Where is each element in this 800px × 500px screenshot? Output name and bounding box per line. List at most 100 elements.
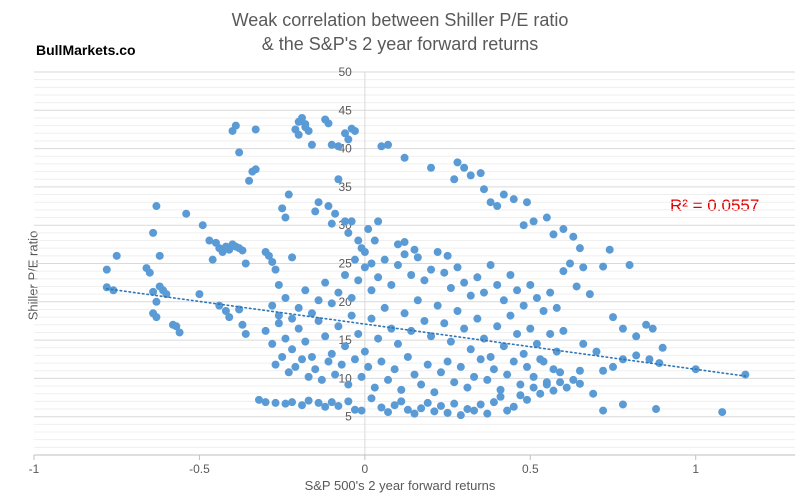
data-point bbox=[182, 209, 191, 218]
data-point bbox=[377, 357, 386, 366]
data-point bbox=[281, 334, 290, 343]
data-point bbox=[410, 409, 419, 418]
data-point bbox=[519, 221, 528, 230]
x-tick-label: 0 bbox=[362, 462, 369, 476]
data-point bbox=[205, 236, 214, 245]
data-point bbox=[380, 303, 389, 312]
data-point bbox=[364, 362, 373, 371]
data-point bbox=[301, 337, 310, 346]
data-point bbox=[321, 332, 330, 341]
data-point bbox=[529, 217, 538, 226]
data-point bbox=[261, 398, 270, 407]
data-point bbox=[294, 130, 303, 139]
data-point bbox=[198, 221, 207, 230]
data-point bbox=[377, 142, 386, 151]
data-point bbox=[370, 236, 379, 245]
data-point bbox=[625, 261, 634, 270]
data-point bbox=[288, 253, 297, 262]
data-point bbox=[208, 255, 217, 264]
data-point bbox=[450, 399, 459, 408]
data-point bbox=[215, 301, 224, 310]
data-point bbox=[403, 352, 412, 361]
data-point bbox=[357, 406, 366, 415]
data-point bbox=[479, 288, 488, 297]
data-point bbox=[327, 140, 336, 149]
data-point bbox=[456, 362, 465, 371]
data-point bbox=[314, 316, 323, 325]
data-point bbox=[486, 198, 495, 207]
data-point bbox=[357, 372, 366, 381]
data-point bbox=[427, 163, 436, 172]
data-point bbox=[354, 329, 363, 338]
data-point bbox=[559, 326, 568, 335]
data-point bbox=[334, 401, 343, 410]
data-point bbox=[341, 342, 350, 351]
data-point bbox=[387, 324, 396, 333]
data-point bbox=[155, 251, 164, 260]
data-point bbox=[456, 411, 465, 420]
data-point bbox=[387, 280, 396, 289]
data-point bbox=[221, 306, 230, 315]
data-point bbox=[522, 395, 531, 404]
data-point bbox=[350, 126, 359, 135]
data-point bbox=[294, 303, 303, 312]
data-point bbox=[473, 314, 482, 323]
data-point bbox=[599, 366, 608, 375]
data-point bbox=[327, 349, 336, 358]
data-point bbox=[546, 288, 555, 297]
data-point bbox=[334, 322, 343, 331]
data-point bbox=[453, 306, 462, 315]
data-point bbox=[400, 238, 409, 247]
data-point bbox=[288, 398, 297, 407]
data-point bbox=[499, 296, 508, 305]
data-point bbox=[658, 343, 667, 352]
data-point bbox=[519, 301, 528, 310]
data-point bbox=[575, 244, 584, 253]
data-point bbox=[314, 198, 323, 207]
data-point bbox=[360, 347, 369, 356]
data-point bbox=[453, 158, 462, 167]
data-point bbox=[562, 383, 571, 392]
data-point bbox=[327, 219, 336, 228]
data-point bbox=[400, 153, 409, 162]
data-point bbox=[271, 360, 280, 369]
data-point bbox=[344, 397, 353, 406]
data-point bbox=[235, 148, 244, 157]
data-point bbox=[532, 293, 541, 302]
data-point bbox=[509, 357, 518, 366]
data-point bbox=[238, 320, 247, 329]
data-point bbox=[509, 402, 518, 411]
data-point bbox=[390, 365, 399, 374]
data-point bbox=[503, 370, 512, 379]
data-point bbox=[556, 368, 565, 377]
data-point bbox=[513, 286, 522, 295]
data-point bbox=[145, 268, 154, 277]
chart-title-line-2: & the S&P's 2 year forward returns bbox=[261, 34, 539, 54]
data-point bbox=[453, 263, 462, 272]
data-point bbox=[374, 273, 383, 282]
data-point bbox=[298, 355, 307, 364]
data-point bbox=[307, 140, 316, 149]
data-point bbox=[552, 347, 561, 356]
data-point bbox=[450, 175, 459, 184]
data-point bbox=[400, 250, 409, 259]
data-point bbox=[370, 383, 379, 392]
data-point bbox=[572, 282, 581, 291]
data-point bbox=[298, 113, 307, 122]
data-point bbox=[460, 324, 469, 333]
data-point bbox=[238, 246, 247, 255]
brand-watermark: BullMarkets.co bbox=[36, 42, 136, 58]
data-point bbox=[367, 314, 376, 323]
data-point bbox=[529, 383, 538, 392]
data-point bbox=[274, 280, 283, 289]
data-point bbox=[301, 123, 310, 132]
data-point bbox=[645, 355, 654, 364]
data-point bbox=[489, 365, 498, 374]
data-point bbox=[400, 309, 409, 318]
y-tick-label: 35 bbox=[339, 180, 353, 194]
data-point bbox=[268, 257, 277, 266]
data-point bbox=[324, 357, 333, 366]
data-point bbox=[466, 291, 475, 300]
data-point bbox=[569, 232, 578, 241]
data-point bbox=[493, 280, 502, 289]
